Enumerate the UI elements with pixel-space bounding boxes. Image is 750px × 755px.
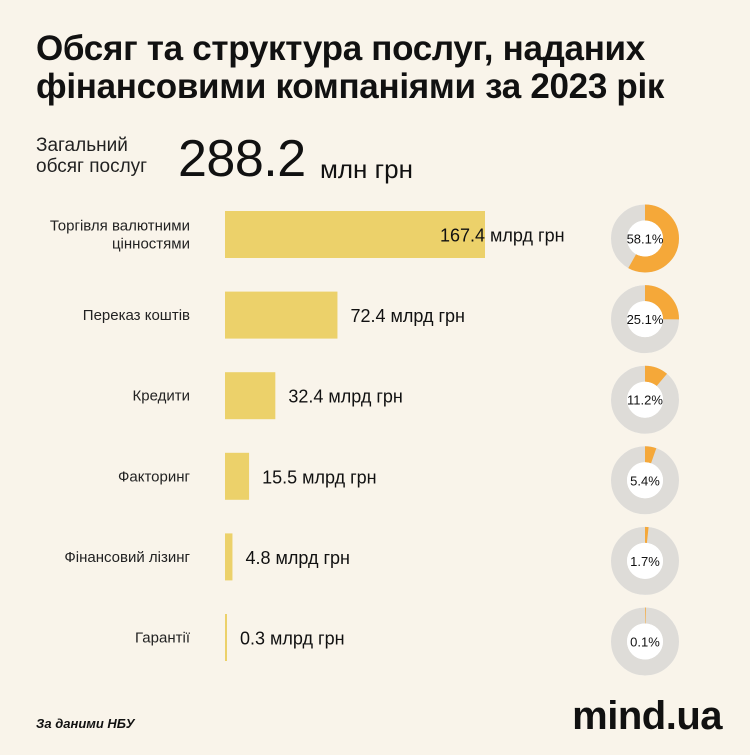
donut-share-arc: [611, 285, 679, 354]
share-label: 0.1%: [630, 635, 660, 650]
donut-hole: [627, 220, 663, 257]
bar: [225, 452, 250, 500]
source-note: За даними НБУ: [36, 716, 135, 731]
donut-share-arc: [611, 526, 679, 595]
category-label: Кредити: [133, 388, 190, 405]
share-label: 58.1%: [627, 232, 664, 247]
value-label: 167.4 млрд грн: [440, 226, 565, 246]
category-label: Фінансовий лізинг: [64, 549, 190, 566]
chart-title: Обсяг та структура послуг, наданих фінан…: [36, 29, 665, 106]
donut-share-arc: [611, 204, 679, 273]
donut-share-arc: [611, 446, 679, 515]
total-label: Загальний обсяг послуг: [36, 135, 148, 177]
bar: [225, 211, 485, 258]
total-unit: млн грн: [320, 154, 413, 184]
donut-hole: [627, 623, 663, 660]
value-label: 4.8 млрд грн: [245, 548, 350, 568]
share-label: 25.1%: [627, 312, 664, 327]
donut-share-arc: [611, 607, 679, 676]
value-label: 32.4 млрд грн: [288, 387, 403, 407]
bar: [225, 533, 233, 581]
share-label: 1.7%: [630, 554, 660, 569]
total-value: 288.2: [178, 130, 306, 188]
value-label: 72.4 млрд грн: [350, 306, 465, 326]
share-label: 5.4%: [630, 473, 660, 488]
category-label: Переказ коштів: [83, 307, 190, 324]
category-label: Факторинг: [118, 468, 191, 485]
bar: [225, 291, 338, 339]
category-label: Торгівля валютними цінностями: [50, 218, 190, 253]
value-label: 0.3 млрд грн: [240, 629, 345, 649]
donut-hole: [627, 381, 663, 418]
category-label: Гарантії: [135, 630, 191, 647]
bar: [225, 614, 227, 661]
donut-hole: [627, 301, 663, 338]
donut-share-arc: [611, 365, 679, 434]
value-label: 15.5 млрд грн: [262, 467, 377, 487]
share-label: 11.2%: [627, 393, 663, 408]
bar: [225, 372, 276, 420]
donut-hole: [627, 542, 663, 579]
brand-logo: mind.ua: [572, 694, 722, 738]
donut-hole: [627, 462, 663, 499]
